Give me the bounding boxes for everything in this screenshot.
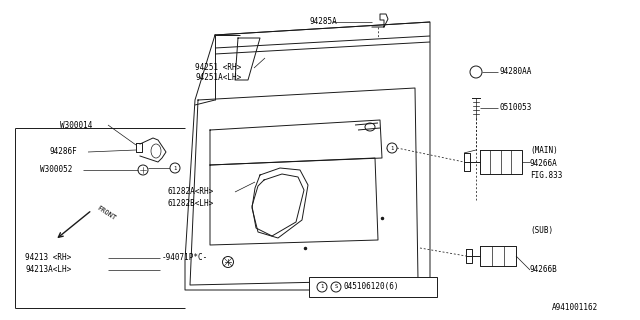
Text: 94266A: 94266A (530, 158, 557, 167)
Text: 1: 1 (390, 146, 394, 150)
Text: 94251 <RH>: 94251 <RH> (195, 63, 241, 73)
Text: 94266B: 94266B (530, 266, 557, 275)
Text: 045106120(6): 045106120(6) (344, 283, 399, 292)
Text: S: S (334, 284, 338, 290)
Text: 94286F: 94286F (50, 148, 77, 156)
FancyBboxPatch shape (309, 277, 437, 297)
Text: -94071P*C-: -94071P*C- (162, 253, 208, 262)
Text: 1: 1 (173, 165, 177, 171)
Text: (SUB): (SUB) (530, 226, 553, 235)
Text: A941001162: A941001162 (552, 303, 598, 313)
Text: 94213 <RH>: 94213 <RH> (25, 253, 71, 262)
Text: 94213A<LH>: 94213A<LH> (25, 266, 71, 275)
Text: W300052: W300052 (40, 165, 72, 174)
Text: W300014: W300014 (60, 121, 92, 130)
Circle shape (317, 282, 327, 292)
Text: 0510053: 0510053 (500, 103, 532, 113)
Circle shape (170, 163, 180, 173)
Text: FIG.833: FIG.833 (530, 171, 563, 180)
Text: 94251A<LH>: 94251A<LH> (195, 74, 241, 83)
Text: 61282A<RH>: 61282A<RH> (168, 188, 214, 196)
Circle shape (387, 143, 397, 153)
Text: 1: 1 (321, 284, 324, 290)
Text: 94285A: 94285A (310, 18, 338, 27)
Text: FRONT: FRONT (95, 204, 116, 221)
Text: 94280AA: 94280AA (500, 68, 532, 76)
Circle shape (331, 282, 341, 292)
Text: (MAIN): (MAIN) (530, 146, 557, 155)
Text: 61282B<LH>: 61282B<LH> (168, 198, 214, 207)
